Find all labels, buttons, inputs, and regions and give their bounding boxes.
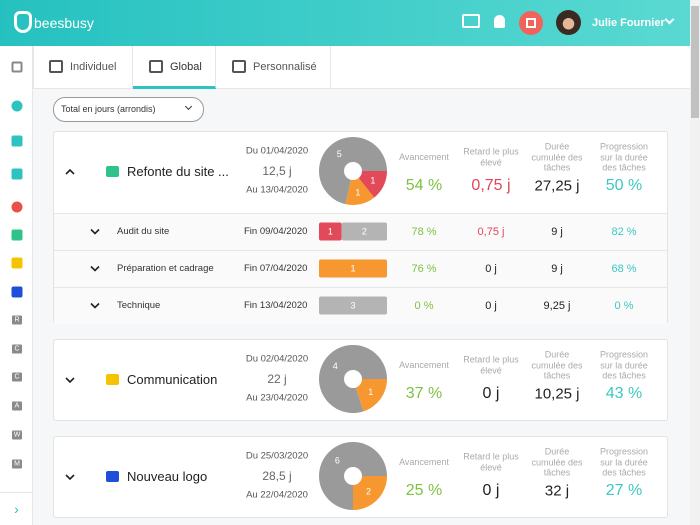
scrollbar [690,0,700,525]
task-name[interactable]: Technique [117,299,161,311]
chat-icon[interactable] [462,14,480,28]
end-date: Au 22/04/2020 [246,489,308,501]
scrollbar-thumb[interactable] [691,6,699,118]
sidebar-doc[interactable] [11,168,23,180]
project-icon [106,471,119,482]
project-name[interactable]: Nouveau logo [127,469,208,484]
tab[interactable] [216,46,331,89]
end-date: Au 23/04/2020 [246,392,308,404]
task-stat: 0 % [414,299,434,312]
end-date: Au 13/04/2020 [246,184,308,196]
project-name[interactable]: Communication [127,372,218,387]
sidebar-add[interactable] [11,201,23,213]
tab-label[interactable]: Personnalisé [253,61,317,73]
column-label: Retard le plus élevé [463,354,519,376]
project-stat: 27,25 j [534,177,580,195]
column-label: Durée cumulée des tâches [531,349,583,381]
task-stat: 9 j [551,225,563,238]
task-name[interactable]: Audit du site [117,225,170,237]
tab-icon [149,60,163,73]
column-label: Retard le plus élevé [463,146,519,168]
header [0,0,690,46]
sidebar-folder[interactable]: M [12,459,22,468]
start-date: Du 25/03/2020 [245,450,309,462]
task-stat: 78 % [411,225,437,238]
fullscreen-button[interactable] [519,11,543,35]
project-stat: 32 j [544,482,570,500]
column-label: Avancement [399,456,449,467]
task-stat: 9,25 j [543,299,571,312]
project-stat: 50 % [605,177,643,194]
sidebar-bag-yellow[interactable] [11,257,23,269]
duration: 12,5 j [262,164,292,178]
column-label: Durée cumulée des tâches [531,141,583,173]
sidebar-bag-blue[interactable] [11,286,23,298]
sidebar-search[interactable] [11,61,23,73]
filter-select[interactable] [53,97,204,122]
project-stat: 10,25 j [534,385,580,403]
duration: 22 j [267,372,287,386]
project-stat: 27 % [605,482,643,499]
sidebar-folder[interactable]: W [12,430,22,440]
duration: 28,5 j [262,469,292,483]
column-label: Progression sur la durée des tâches [599,141,649,173]
sidebar-dashboard[interactable] [11,100,23,112]
sidebar-folder[interactable]: C [12,344,22,354]
tab-icon [232,60,246,73]
task-stat: 68 % [611,262,637,275]
start-date: Du 01/04/2020 [245,145,309,157]
column-label: Avancement [399,151,449,162]
column-label: Avancement [399,359,449,370]
task-end: Fin 07/04/2020 [244,262,308,274]
logo-icon[interactable] [14,11,32,33]
project-stat: 43 % [605,385,643,402]
project-stat: 0 j [482,482,500,499]
task-stat: 0,75 j [477,225,505,238]
project-name[interactable]: Refonte du site ... [127,164,229,179]
task-name[interactable]: Préparation et cadrage [117,262,214,274]
column-label: Retard le plus élevé [463,451,519,473]
project-stat: 54 % [405,177,443,194]
filter-label[interactable]: Total en jours (arrondis) [61,104,156,114]
avatar[interactable] [556,10,581,35]
sidebar-toggle[interactable]: › [0,492,33,525]
fullscreen-icon [526,18,536,28]
sidebar-folder[interactable]: A [12,401,22,411]
sidebar-users[interactable] [11,135,23,147]
project-icon [106,374,119,385]
task-stat: 76 % [411,262,437,275]
user-name[interactable]: Julie Fournier [592,17,665,29]
tab-label[interactable]: Global [170,61,202,73]
tab[interactable] [33,46,133,89]
sidebar-folder[interactable]: C [12,372,22,382]
task-stat: 0 % [614,299,634,312]
task-stat: 82 % [611,225,637,238]
project-stat: 25 % [405,482,443,499]
logo[interactable]: beesbusy [34,15,94,31]
task-stat: 9 j [551,262,563,275]
project-stat: 37 % [405,385,443,402]
column-label: Durée cumulée des tâches [531,446,583,478]
tab-label[interactable]: Individuel [70,61,117,73]
project-icon [106,166,119,177]
bell-icon[interactable] [494,15,505,28]
task-stat: 0 j [485,299,497,312]
project-stat: 0 j [482,385,500,402]
tab-icon [49,60,63,73]
tabs-bar [33,46,690,89]
sidebar-folder[interactable]: R [12,315,22,325]
task-end: Fin 13/04/2020 [244,299,308,311]
column-label: Progression sur la durée des tâches [599,446,649,478]
column-label: Progression sur la durée des tâches [599,349,649,381]
task-stat: 0 j [485,262,497,275]
tab[interactable] [133,46,216,89]
sidebar [0,46,33,525]
start-date: Du 02/04/2020 [245,353,309,365]
project-stat: 0,75 j [471,177,511,194]
sidebar-bag-green[interactable] [11,229,23,241]
task-end: Fin 09/04/2020 [244,225,308,237]
